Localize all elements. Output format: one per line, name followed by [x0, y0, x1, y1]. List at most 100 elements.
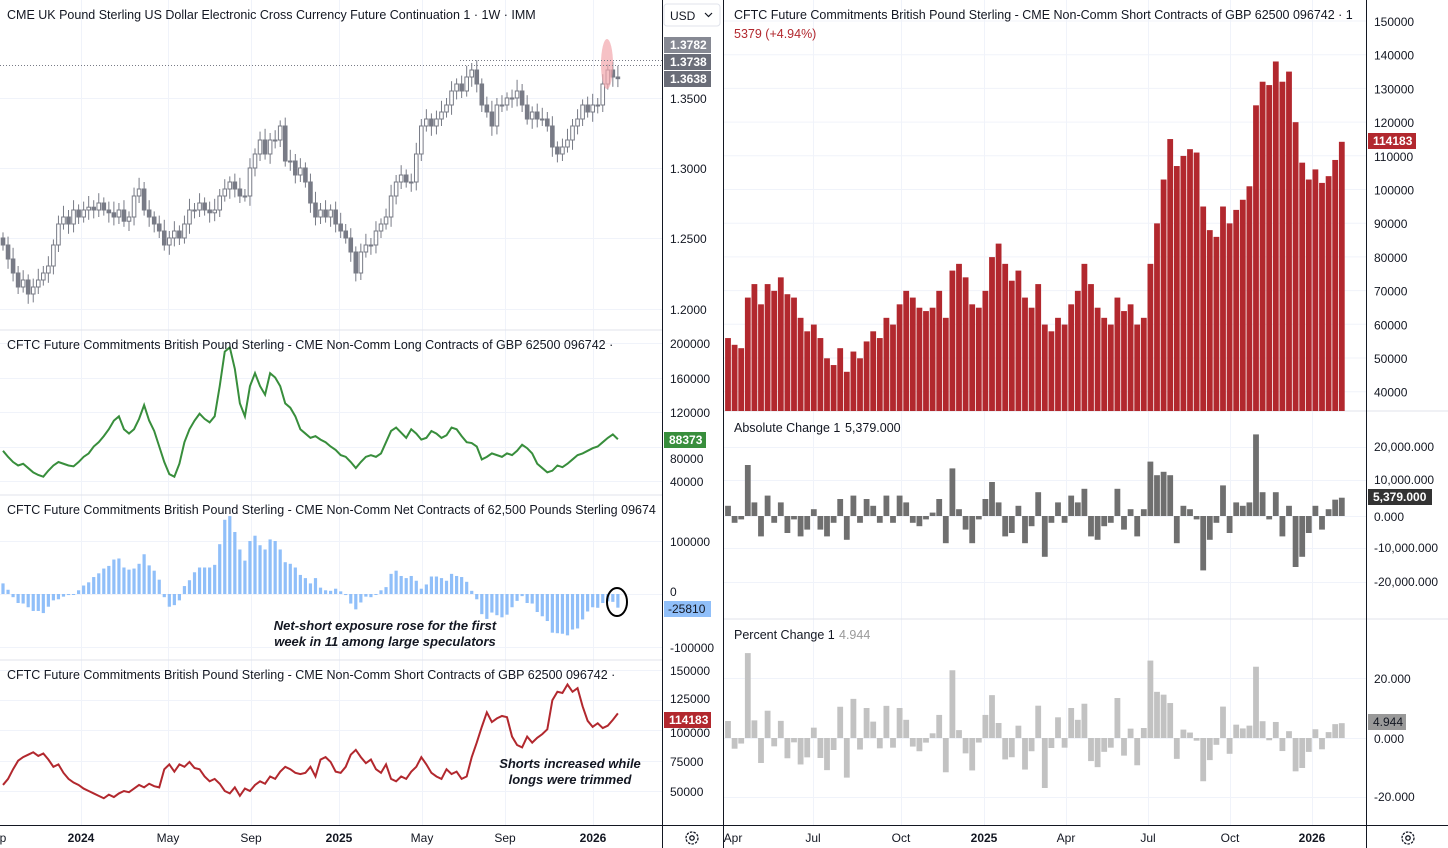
net-bar: [520, 594, 524, 597]
abs-change-bar: [1081, 488, 1088, 516]
short-bar: [1028, 307, 1035, 411]
abs-change-bar: [956, 509, 962, 516]
abs-change-bar: [1279, 516, 1286, 537]
axis-tick: 0: [670, 585, 677, 599]
right-time-axis[interactable]: Apr Jul Oct 2025 Apr Jul Oct 2026: [724, 831, 1326, 845]
pct-change-bar: [1200, 738, 1207, 782]
right-price-axis[interactable]: 150000 140000 130000 120000 110000 100000 9000…: [1374, 15, 1414, 400]
net-bar: [208, 567, 212, 594]
pct-change-bar: [942, 738, 949, 773]
abs-change-bar: [929, 512, 936, 516]
gear-icon[interactable]: [685, 831, 699, 845]
net-bar: [444, 580, 449, 594]
candle-body: [545, 118, 550, 127]
short-bar: [870, 331, 877, 411]
net-annotation-line1: Net-short exposure rose for the first: [274, 618, 497, 633]
candle-body: [408, 181, 414, 184]
candle-body: [313, 202, 318, 218]
pct-change-bar: [764, 710, 771, 738]
short-bar: [1160, 179, 1167, 411]
net-annotation-line2: week in 11 among large speculators: [274, 634, 496, 649]
net-bar: [374, 594, 378, 595]
time-label: Sep: [494, 831, 516, 845]
net-bar: [142, 554, 146, 594]
currency-select[interactable]: USD: [663, 3, 721, 27]
abs-change-bar: [1312, 505, 1319, 516]
abs-change-bar: [1173, 516, 1180, 544]
abs-change-bar: [1253, 434, 1259, 516]
candle-body: [499, 104, 505, 107]
axis-tick: 100000: [1374, 184, 1414, 198]
net-bar: [132, 568, 136, 594]
net-bar: [500, 594, 504, 618]
short-bar: [1286, 71, 1292, 411]
abs-change-bar: [1187, 509, 1193, 516]
gear-icon[interactable]: [1401, 831, 1415, 845]
time-label: 2024: [68, 831, 95, 845]
abs-change-bar: [1022, 516, 1028, 544]
pct-change-bar: [830, 738, 837, 750]
net-bar: [6, 589, 10, 594]
net-bar: [21, 594, 25, 604]
short-bar: [1220, 206, 1226, 411]
net-bar: [399, 575, 403, 594]
net-bar: [152, 570, 156, 594]
candle-body: [494, 104, 500, 127]
long-pane-title: CFTC Future Commitments British Pound St…: [7, 338, 613, 352]
net-bar: [61, 594, 66, 597]
abs-change-bar: [909, 516, 916, 523]
pct-change-bar: [1028, 738, 1035, 752]
abs-change-bar: [1233, 502, 1240, 516]
chevron-down-icon: [704, 12, 713, 18]
short-bar: [1041, 324, 1048, 411]
net-bar: [495, 594, 499, 616]
pct-change-bar: [771, 738, 778, 747]
net-bar: [581, 594, 585, 620]
pct-change-bar: [1246, 725, 1253, 738]
right-short-change: 5379 (+4.94%): [734, 27, 816, 41]
candle-body: [509, 97, 515, 100]
abs-change-bar: [1292, 516, 1299, 567]
net-bar: [11, 594, 15, 598]
net-bar: [167, 594, 171, 607]
net-bar: [172, 594, 176, 606]
candle-body: [565, 139, 570, 148]
abs-change-bar: [810, 509, 817, 516]
candle-body: [358, 251, 364, 274]
pct-change-bar: [837, 706, 844, 738]
candle-body: [141, 188, 147, 211]
pct-change-bar: [1325, 732, 1332, 738]
candle-body: [524, 104, 530, 120]
net-bar: [364, 594, 368, 597]
left-time-axis[interactable]: p 2024 May Sep 2025 May Sep 2026: [0, 831, 607, 845]
left-price-axis[interactable]: 1.3500 1.3000 1.2500 1.2000 200000 16000…: [670, 92, 714, 799]
axis-tick: 150000: [670, 664, 710, 678]
pct-change-bar: [1187, 732, 1193, 738]
short-bar: [1200, 206, 1207, 411]
axis-tick: 70000: [1374, 285, 1408, 299]
time-label: Jul: [805, 831, 820, 845]
short-bar: [1187, 149, 1193, 411]
candle-body: [282, 125, 288, 162]
short-bar: [1081, 263, 1088, 411]
pct-change-bar: [1061, 738, 1068, 748]
abs-change-bar: [804, 516, 811, 530]
candle-body: [323, 209, 328, 218]
candle-body: [434, 118, 439, 127]
short-bar: [1074, 290, 1081, 411]
abs-change-bar: [870, 505, 877, 516]
pct-change-bar: [731, 738, 738, 749]
pct-change-bar: [989, 695, 995, 738]
short-series-line: [2, 682, 619, 800]
net-bar: [147, 565, 151, 594]
abs-change-bar: [923, 516, 929, 520]
abs-change-bar: [824, 516, 830, 537]
candle-body: [272, 139, 278, 142]
pct-change-bar: [850, 698, 857, 738]
pct-change-bar: [1279, 738, 1286, 752]
short-bar: [1332, 159, 1339, 411]
long-last-tag-text: 88373: [669, 433, 703, 447]
abs-change-bar: [1305, 516, 1312, 533]
axis-tick: 50000: [1374, 352, 1408, 366]
